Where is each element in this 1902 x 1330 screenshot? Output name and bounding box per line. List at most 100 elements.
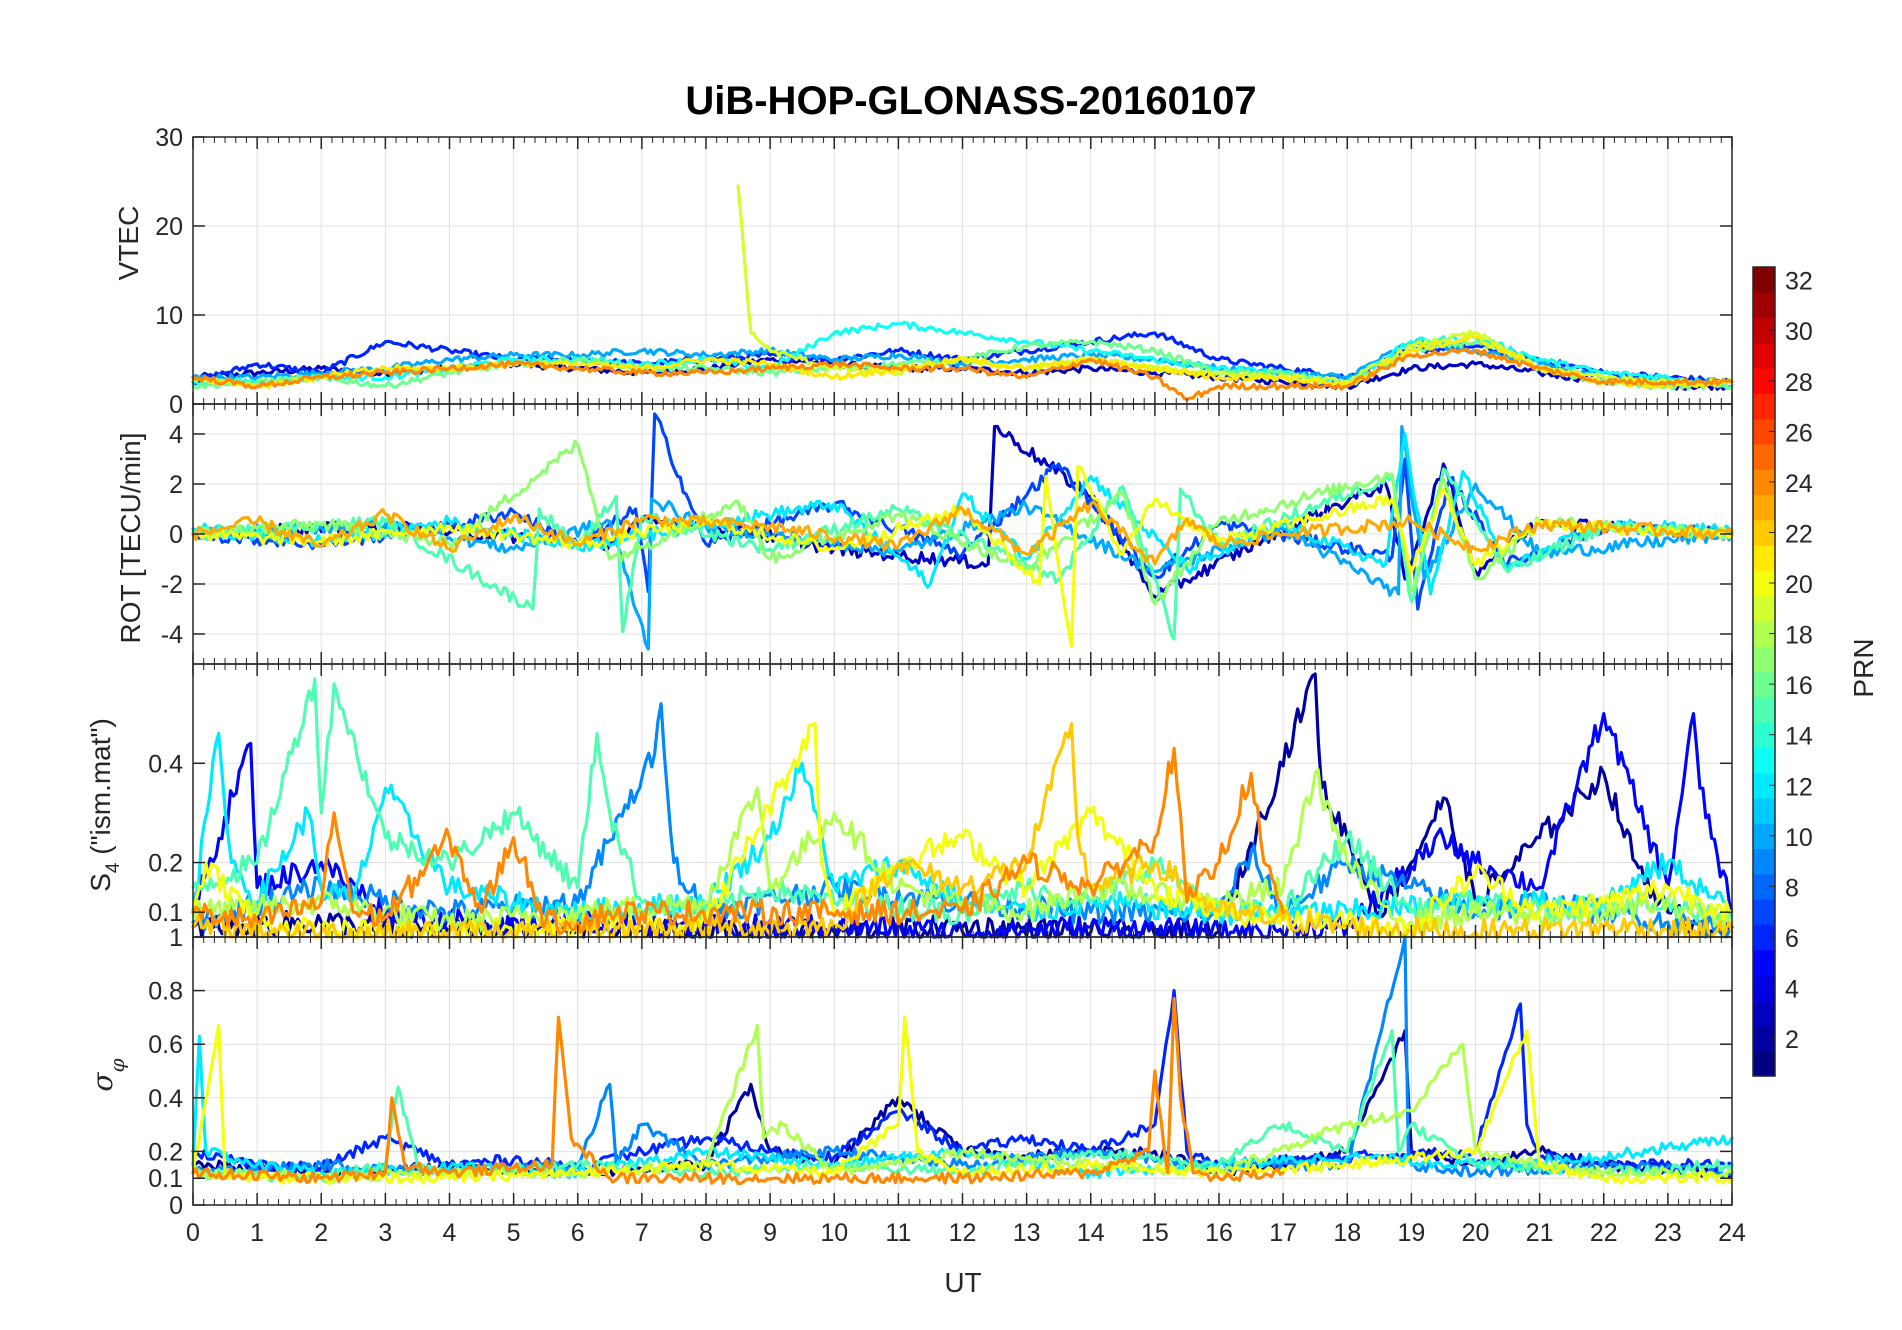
xtick-label: 15 <box>1141 1219 1169 1247</box>
colorbar-swatch <box>1753 848 1775 875</box>
chart-title: UiB-HOP-GLONASS-20160107 <box>685 79 1256 123</box>
colorbar-swatch <box>1753 899 1775 925</box>
rot-ytick-label: 0 <box>169 521 183 549</box>
colorbar-frame <box>1752 266 1776 1077</box>
xtick-label: 16 <box>1205 1219 1233 1247</box>
rot-series-prn-10 <box>191 424 1734 651</box>
rot-series-prn-3 <box>191 424 1734 602</box>
vtec-ylabel: VTEC <box>113 206 144 281</box>
xtick-label: 8 <box>699 1219 713 1247</box>
colorbar-tick-label: 4 <box>1785 976 1799 1004</box>
colorbar-swatch <box>1753 924 1775 951</box>
xtick-label: 7 <box>635 1219 649 1247</box>
xtick-label: 6 <box>571 1219 585 1247</box>
s4-ylabel-main: S <box>85 873 116 892</box>
sigma-ylabel: σφ <box>86 1058 129 1091</box>
s4-ytick-label: 0.1 <box>148 899 183 927</box>
colorbar-swatch <box>1753 1025 1775 1052</box>
xtick-label: 5 <box>507 1219 521 1247</box>
s4-series-prn-24 <box>191 746 1285 936</box>
colorbar-swatch <box>1753 292 1775 319</box>
sigma-ytick-label: 1 <box>169 924 183 952</box>
sigma-ylabel-sub: φ <box>105 1058 129 1072</box>
sigma-ytick-label: 0.4 <box>148 1085 183 1113</box>
colorbar-tick-label: 8 <box>1785 874 1799 902</box>
vtec-series-prn-19 <box>736 184 1734 387</box>
s4-ylabel-rest: ("ism.mat") <box>85 718 116 862</box>
axes-frames-layer <box>192 136 1733 1206</box>
rot-ytick-label: 2 <box>169 471 183 499</box>
vtec-series-prn-24 <box>191 347 1734 402</box>
s4-ytick-label: 0.4 <box>148 750 183 778</box>
xtick-label: 20 <box>1462 1219 1490 1247</box>
xtick-label: 9 <box>763 1219 777 1247</box>
colorbar-swatch <box>1753 873 1775 900</box>
colorbar-swatch <box>1753 545 1775 571</box>
sigma-series-prn-24 <box>191 997 1285 1186</box>
vtec-ytick-label: 0 <box>169 391 183 419</box>
colorbar-swatch <box>1753 267 1775 293</box>
sigma-ytick-label: 0.8 <box>148 978 183 1006</box>
colorbar-tick-label: 16 <box>1785 672 1813 700</box>
colorbar-swatch <box>1753 696 1775 723</box>
xtick-label: 2 <box>314 1219 328 1247</box>
xtick-label: 19 <box>1397 1219 1425 1247</box>
colorbar-tick-label: 12 <box>1785 773 1813 801</box>
xtick-label: 0 <box>186 1219 200 1247</box>
vtec-ytick-label: 20 <box>155 213 183 241</box>
colorbar-tick-label: 32 <box>1785 268 1813 296</box>
colorbar-swatch <box>1753 671 1775 698</box>
colorbar-tick-label: 20 <box>1785 571 1813 599</box>
xtick-label: 14 <box>1077 1219 1105 1247</box>
xtick-label: 3 <box>378 1219 392 1247</box>
xtick-label: 13 <box>1013 1219 1041 1247</box>
colorbar-swatch <box>1753 646 1775 673</box>
colorbar-swatch <box>1753 494 1775 521</box>
rot-ytick-label: -4 <box>161 621 183 649</box>
xtick-label: 24 <box>1718 1219 1746 1247</box>
colorbar-swatch <box>1753 722 1775 748</box>
s4-series-prn-18 <box>191 768 1734 934</box>
colorbar-swatch <box>1753 823 1775 850</box>
colorbar-swatch <box>1753 469 1775 496</box>
vtec-ytick-label: 10 <box>155 302 183 330</box>
sigma-ytick-label: 0 <box>169 1192 183 1220</box>
rot-ylabel: ROT [TECU/min] <box>115 432 146 643</box>
colorbar-tick-label: 2 <box>1785 1026 1799 1054</box>
sigma-ytick-label: 0.2 <box>148 1138 183 1166</box>
colorbar-swatch <box>1753 949 1775 976</box>
colorbar-swatch <box>1753 1050 1775 1077</box>
sigma-ytick-label: 0.6 <box>148 1031 183 1059</box>
colorbar-swatch <box>1753 595 1775 622</box>
sigma-series-prn-20 <box>191 1015 1734 1186</box>
xtick-label: 22 <box>1590 1219 1618 1247</box>
sigma-ytick-label: 0.1 <box>148 1165 183 1193</box>
text-layer: UiB-HOP-GLONASS-20160107 VTEC ROT [TECU/… <box>85 79 1879 1298</box>
colorbar-swatch <box>1753 393 1775 420</box>
colorbar-swatch <box>1753 519 1775 546</box>
s4-ylabel-sub: 4 <box>103 862 124 873</box>
colorbar-swatch <box>1753 620 1775 647</box>
xtick-label: 1 <box>250 1219 264 1247</box>
colorbar-swatch <box>1753 342 1775 369</box>
colorbar-swatch <box>1753 570 1775 597</box>
colorbar-swatch <box>1753 443 1775 470</box>
xtick-label: 10 <box>820 1219 848 1247</box>
s4-ylabel: S4 ("ism.mat") <box>85 718 124 892</box>
colorbar-swatch <box>1753 418 1775 445</box>
colorbar-tick-label: 14 <box>1785 723 1813 751</box>
colorbar-swatch <box>1753 317 1775 344</box>
colorbar-tick-label: 24 <box>1785 470 1813 498</box>
colorbar-tick-label: 10 <box>1785 824 1813 852</box>
s4-ytick-label: 0.2 <box>148 850 183 878</box>
colorbar-tick-label: 18 <box>1785 622 1813 650</box>
colorbar-swatch <box>1753 368 1775 395</box>
colorbar-swatch <box>1753 974 1775 1001</box>
xtick-label: 11 <box>885 1219 911 1247</box>
xtick-label: 18 <box>1333 1219 1361 1247</box>
colorbar-tick-label: 28 <box>1785 369 1813 397</box>
rot-series-prn-15 <box>191 467 1734 641</box>
colorbar-tick-label: 30 <box>1785 318 1813 346</box>
